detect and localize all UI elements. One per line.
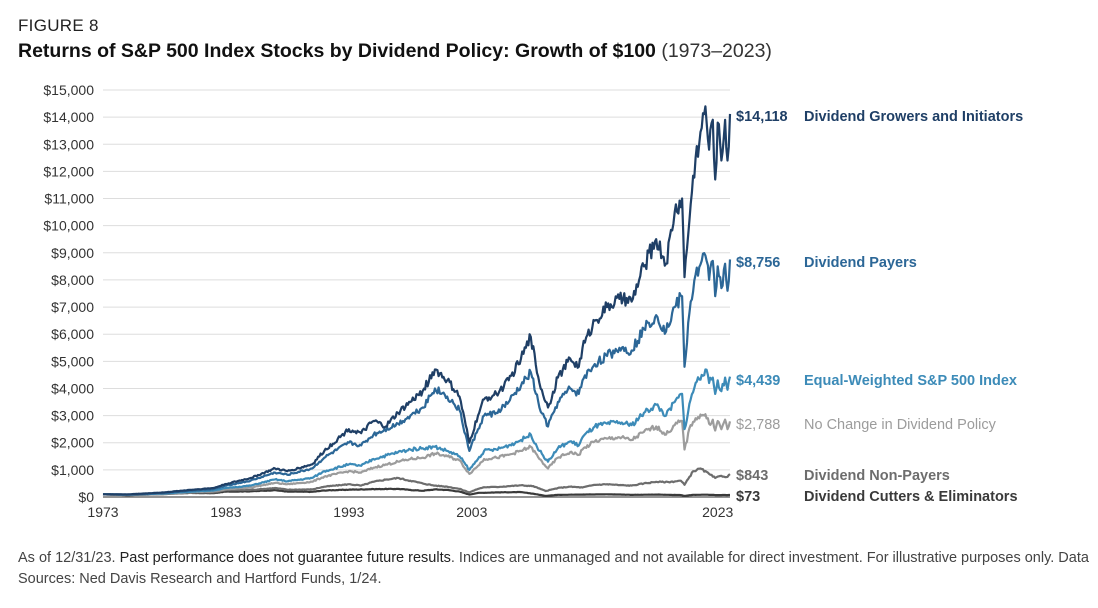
y-tick-label: $3,000 <box>51 408 94 424</box>
y-tick-label: $11,000 <box>44 191 94 207</box>
y-tick-label: $9,000 <box>51 245 94 261</box>
series-end-value: $2,788 <box>736 417 780 433</box>
figure-label: FIGURE 8 <box>18 16 99 35</box>
y-tick-label: $15,000 <box>43 82 94 98</box>
x-tick-label: 2023 <box>702 504 733 520</box>
x-tick-label: 1993 <box>333 504 364 520</box>
series-end-name: Dividend Payers <box>804 255 917 271</box>
x-tick-label: 1983 <box>210 504 241 520</box>
series-end-name: Dividend Cutters & Eliminators <box>804 489 1018 505</box>
series-line-dividend-growers-and-initiators <box>102 105 732 496</box>
footnote-rest: . Indices are unmanaged and not availabl… <box>18 550 1089 587</box>
chart-title-main: Returns of S&P 500 Index Stocks by Divid… <box>18 40 656 62</box>
y-tick-label: $8,000 <box>51 272 94 288</box>
y-tick-label: $5,000 <box>51 353 94 369</box>
y-tick-label: $10,000 <box>43 218 94 234</box>
series-end-value: $843 <box>736 468 768 484</box>
series-end-name: Dividend Growers and Initiators <box>804 109 1023 125</box>
footnote-emphasis: Past performance does not guarantee futu… <box>119 550 451 566</box>
y-tick-label: $6,000 <box>51 326 94 342</box>
y-tick-label: $7,000 <box>51 299 94 315</box>
footnote: As of 12/31/23. Past performance does no… <box>18 548 1093 590</box>
x-tick-label: 2003 <box>456 504 487 520</box>
y-tick-label: $4,000 <box>51 380 94 396</box>
y-tick-label: $1,000 <box>51 462 94 478</box>
chart-title-suffix: (1973–2023) <box>661 40 772 62</box>
series-end-name: Dividend Non-Payers <box>804 468 950 484</box>
y-tick-label: $0 <box>78 489 94 505</box>
series-end-name: Equal-Weighted S&P 500 Index <box>804 373 1017 389</box>
y-tick-label: $2,000 <box>51 435 94 451</box>
footnote-prefix: As of 12/31/23. <box>18 550 120 566</box>
series-end-value: $14,118 <box>736 109 788 125</box>
series-end-value: $73 <box>736 489 760 505</box>
x-tick-label: 1973 <box>87 504 118 520</box>
series-line-equal-weighted-s-p-500-index <box>103 368 732 496</box>
series-end-name: No Change in Dividend Policy <box>804 417 997 433</box>
series-end-value: $8,756 <box>736 255 780 271</box>
y-tick-label: $13,000 <box>43 136 94 152</box>
y-tick-label: $12,000 <box>43 163 94 179</box>
series-end-value: $4,439 <box>736 373 780 389</box>
line-chart: $0 $1,000 $2,000 $3,000 $4,000 $5,000 $6,000 $7… <box>43 82 1023 520</box>
chart-title: Returns of S&P 500 Index Stocks by Divid… <box>18 40 772 63</box>
y-tick-label: $14,000 <box>43 109 94 125</box>
